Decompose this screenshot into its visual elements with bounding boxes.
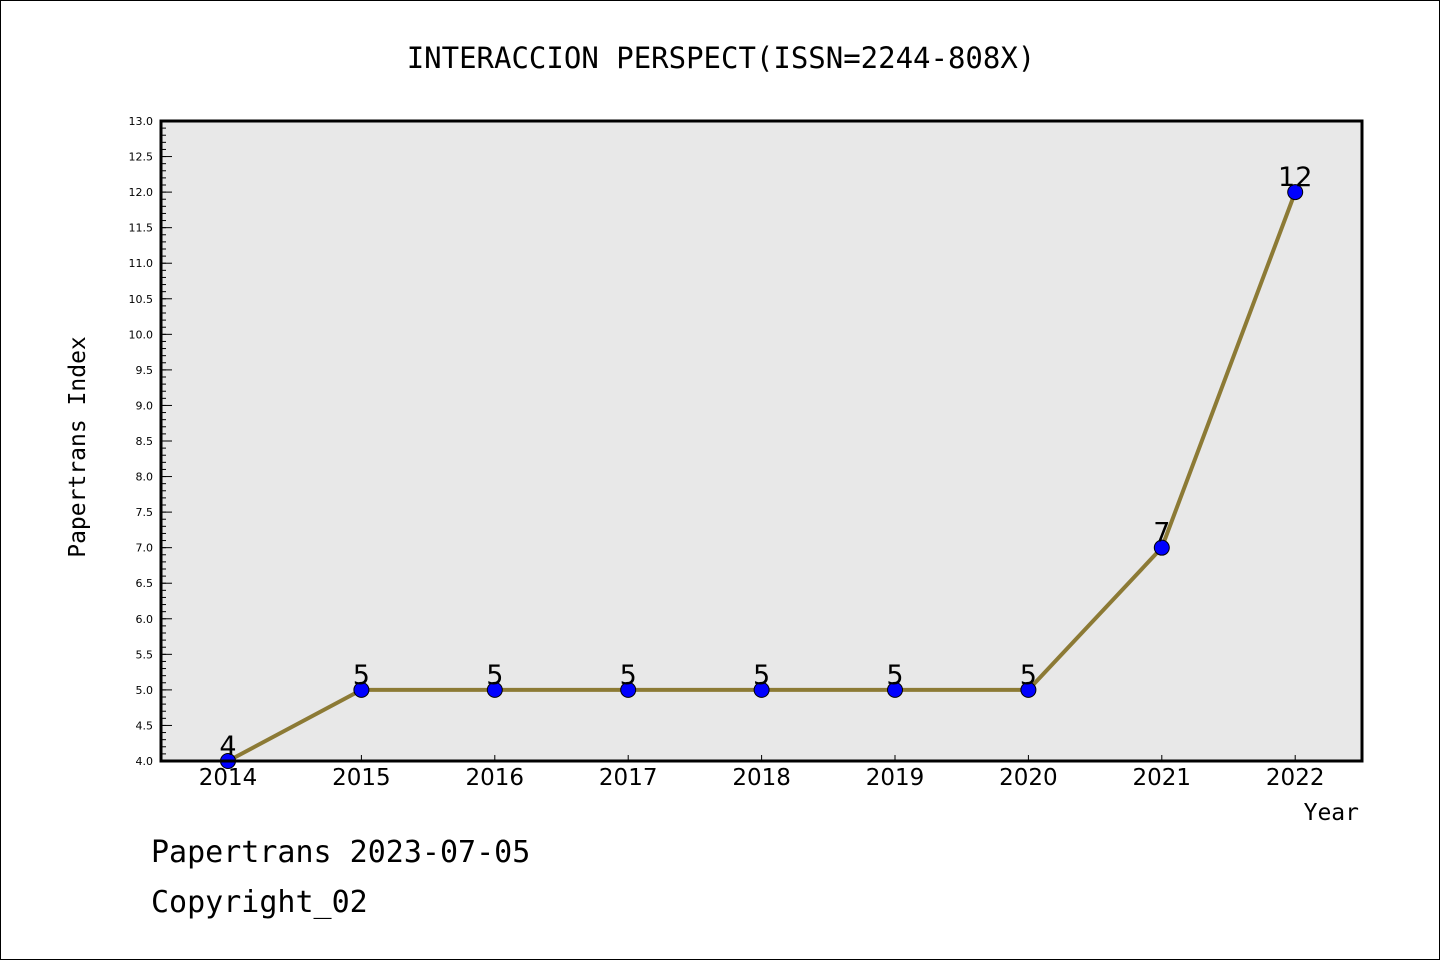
data-label: 5 xyxy=(486,660,503,691)
data-point xyxy=(753,681,770,698)
footer-copyright: Copyright_02 xyxy=(151,885,368,920)
y-tick-label: 13.0 xyxy=(129,115,154,128)
data-label: 5 xyxy=(753,660,770,691)
y-tick-label: 7.5 xyxy=(136,506,154,519)
y-tick-label: 11.5 xyxy=(129,222,154,235)
y-tick-labels: 4.0 4.5 5.0 5.5 6.0 6.5 7.0 7.5 8.0 8.5 9.0 9.5 10.0… xyxy=(129,115,154,768)
y-tick-label: 10.0 xyxy=(129,328,154,341)
x-tick-label: 2020 xyxy=(999,765,1058,791)
y-tick-label: 4.5 xyxy=(136,719,154,732)
chart-title: INTERACCION PERSPECT(ISSN=2244-808X) xyxy=(407,41,1036,75)
y-tick-label: 12.5 xyxy=(129,151,154,164)
x-tick-label: 2017 xyxy=(599,765,658,791)
y-tick-label: 8.0 xyxy=(136,471,154,484)
y-tick-label: 11.0 xyxy=(129,257,154,270)
y-tick-label: 6.5 xyxy=(136,577,154,590)
y-tick-label: 6.0 xyxy=(136,613,154,626)
x-tick-label: 2022 xyxy=(1266,765,1325,791)
y-tick-label: 7.0 xyxy=(136,542,154,555)
y-tick-label: 9.5 xyxy=(136,364,154,377)
data-label: 5 xyxy=(353,660,370,691)
x-tick-label: 2021 xyxy=(1133,765,1192,791)
y-tick-label: 8.5 xyxy=(136,435,154,448)
data-label: 5 xyxy=(886,660,903,691)
x-axis-label: Year xyxy=(1304,800,1359,826)
data-point xyxy=(1153,539,1170,556)
series-markers xyxy=(220,184,1304,769)
y-tick-label: 10.5 xyxy=(129,293,154,306)
data-point xyxy=(486,681,503,698)
data-label: 5 xyxy=(1020,660,1037,691)
x-tick-labels: 2014 2015 2016 2017 2018 2019 2020 2021 2022 xyxy=(199,765,1325,791)
plot-frame xyxy=(159,119,1364,763)
y-axis-label: Papertrans Index xyxy=(65,336,91,558)
data-point xyxy=(1020,681,1037,698)
footer-date: Papertrans 2023-07-05 xyxy=(151,835,531,870)
y-tick-label: 5.0 xyxy=(136,684,154,697)
data-point xyxy=(1287,184,1304,201)
data-point xyxy=(620,681,637,698)
x-tick-label: 2016 xyxy=(466,765,525,791)
plot-area xyxy=(161,121,1362,761)
data-label: 5 xyxy=(620,660,637,691)
data-label: 12 xyxy=(1278,162,1312,193)
data-point xyxy=(887,681,903,698)
y-tick-label: 12.0 xyxy=(129,186,154,199)
data-label: 7 xyxy=(1153,518,1170,549)
y-tick-label: 5.5 xyxy=(136,648,154,661)
x-tick-label: 2019 xyxy=(866,765,925,791)
y-tick-label: 4.0 xyxy=(136,755,154,768)
y-tick-label: 9.0 xyxy=(136,399,154,412)
x-tick-label: 2015 xyxy=(332,765,391,791)
data-point xyxy=(353,681,370,698)
x-tick-label: 2018 xyxy=(732,765,791,791)
data-labels: 4 5 5 5 5 5 5 7 12 xyxy=(219,162,1312,762)
data-label: 4 xyxy=(219,731,236,762)
x-tick-label: 2014 xyxy=(199,765,258,791)
